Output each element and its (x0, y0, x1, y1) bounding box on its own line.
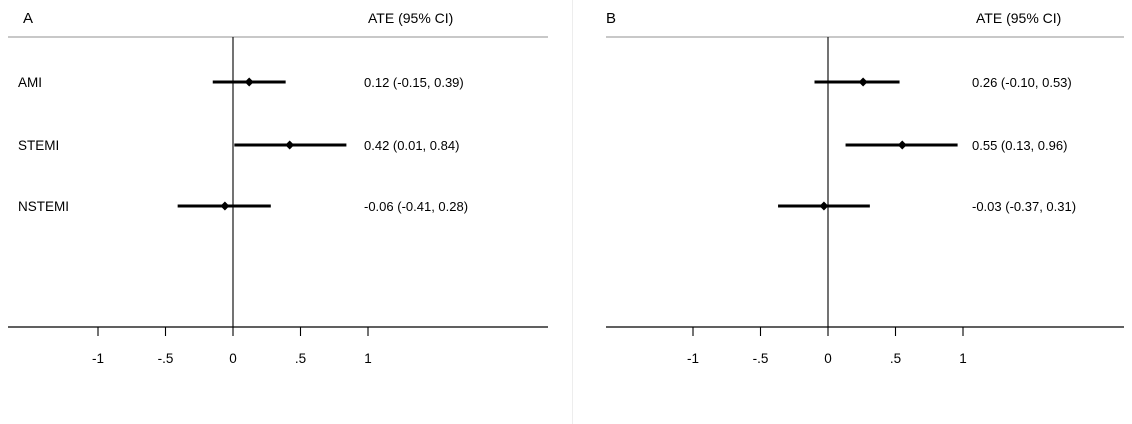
ci-text: -0.03 (-0.37, 0.31) (972, 199, 1076, 214)
ci-text: 0.12 (-0.15, 0.39) (364, 75, 464, 90)
row-label: AMI (18, 75, 42, 90)
row-label: STEMI (18, 138, 59, 153)
x-tick-label: -.5 (753, 351, 769, 366)
ci-column-header: ATE (95% CI) (976, 10, 1061, 26)
x-tick-label: -1 (687, 351, 699, 366)
x-tick-label: .5 (295, 351, 306, 366)
ci-text: 0.55 (0.13, 0.96) (972, 138, 1067, 153)
forest-panel-b: B ATE (95% CI) -1 -.5 0 .5 1 0.26 (-0.10, 0.53)… (606, 10, 1124, 366)
x-tick-label: -.5 (158, 351, 174, 366)
x-tick-label: 0 (229, 351, 237, 366)
panel-label: A (23, 10, 33, 27)
panel-label: B (606, 10, 616, 27)
ci-text: -0.06 (-0.41, 0.28) (364, 199, 468, 214)
row-label: NSTEMI (18, 199, 69, 214)
panel-divider (572, 0, 573, 424)
ci-column-header: ATE (95% CI) (368, 10, 453, 26)
x-tick-label: 1 (364, 351, 372, 366)
x-tick-label: 1 (959, 351, 967, 366)
forest-panel-a: A ATE (95% CI) -1 -.5 0 .5 1 AMI 0.12 (-0.15, 0.… (8, 10, 548, 366)
ci-text: 0.26 (-0.10, 0.53) (972, 75, 1072, 90)
ci-text: 0.42 (0.01, 0.84) (364, 138, 459, 153)
point-estimate-marker (858, 77, 868, 87)
point-estimate-marker (819, 201, 829, 211)
point-estimate-marker (244, 77, 254, 87)
x-tick-label: 0 (824, 351, 832, 366)
x-tick-label: -1 (92, 351, 104, 366)
point-estimate-marker (285, 140, 295, 150)
x-tick-label: .5 (890, 351, 901, 366)
point-estimate-marker (897, 140, 907, 150)
point-estimate-marker (220, 201, 230, 211)
